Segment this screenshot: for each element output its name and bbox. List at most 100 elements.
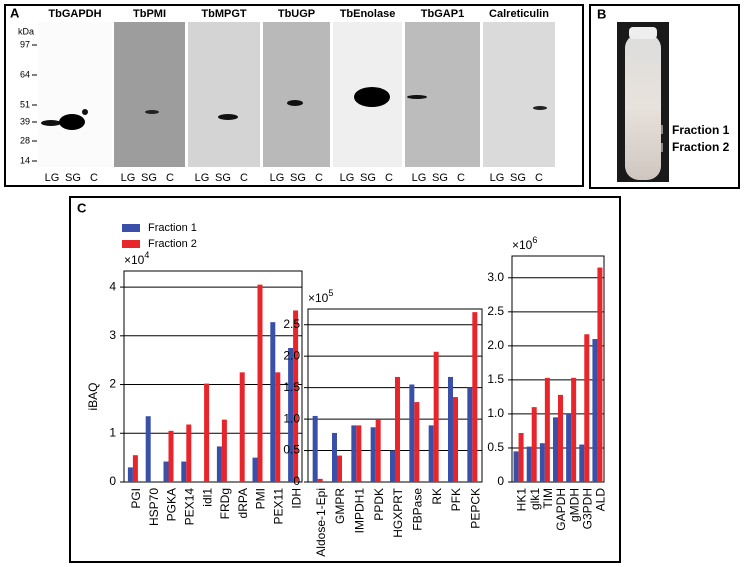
lane-label: LG (412, 172, 427, 184)
blot-title: TbGAPDH (48, 8, 101, 20)
multiplier-exponent: 6 (532, 235, 537, 245)
blot-title: TbUGP (278, 8, 315, 20)
multiplier-exponent: 4 (144, 250, 149, 260)
y-tick-label: 2 (109, 377, 116, 391)
bar (293, 310, 299, 482)
y-tick-label: 2.0 (283, 348, 300, 362)
x-tick-label: PGKA (165, 488, 179, 521)
blot-title: TbPMI (133, 8, 166, 20)
panel-b-frame (589, 4, 740, 189)
panel-label: A (10, 5, 20, 20)
blot-band (354, 87, 390, 107)
bar (337, 455, 342, 482)
y-tick-label: 0 (293, 474, 300, 488)
bar (252, 457, 258, 482)
y-tick-label: 0 (497, 474, 504, 488)
blot-band (533, 106, 547, 110)
y-tick-label: 1.0 (283, 411, 300, 425)
lane-label: LG (340, 172, 355, 184)
bar (132, 455, 138, 482)
multiplier-base: ×10 (512, 238, 533, 252)
panel-a-frame (4, 4, 584, 187)
x-tick-label: PEPCK (469, 488, 483, 529)
lane-label: SG (510, 172, 526, 184)
x-tick-label: PPDK (372, 488, 386, 521)
x-tick-label: gMDH (567, 488, 581, 522)
bar (544, 377, 550, 482)
y-tick-label: 0 (109, 474, 116, 488)
x-tick-label: dRPA (236, 488, 250, 518)
lane-label: C (457, 172, 465, 184)
bar (312, 415, 318, 482)
bar (467, 387, 473, 482)
x-tick-label: PGI (129, 488, 143, 509)
bar (275, 372, 281, 482)
bar (257, 284, 263, 482)
y-tick-label: 3 (109, 328, 116, 342)
lane-label: C (385, 172, 393, 184)
x-tick-label: FRDg (218, 488, 232, 519)
blot-band (287, 100, 303, 106)
lane-label: SG (290, 172, 306, 184)
blot-band (41, 120, 61, 126)
multiplier: ×106 (512, 235, 537, 252)
bar (513, 451, 519, 482)
bar (395, 376, 400, 482)
y-tick-label: 1.5 (283, 380, 300, 394)
blot-image (405, 22, 480, 167)
blot-band (82, 109, 88, 115)
y-tick-label: 4 (109, 279, 116, 293)
bar (370, 427, 376, 482)
blot-band (407, 95, 427, 99)
x-tick-label: GAPDH (554, 488, 568, 531)
blot-image (263, 22, 330, 167)
x-tick-label: FBPase (411, 488, 425, 531)
x-tick-label: TIM (541, 488, 555, 509)
lane-label: SG (141, 172, 157, 184)
fraction-label: Fraction 2 (672, 140, 730, 154)
bar (414, 402, 420, 482)
bar (433, 351, 439, 482)
lane-label: LG (270, 172, 285, 184)
bar (375, 419, 381, 482)
multiplier-base: ×10 (308, 291, 329, 305)
lane-label: LG (490, 172, 505, 184)
bar (288, 347, 294, 482)
bar (566, 413, 572, 482)
x-tick-label: idl1 (200, 488, 214, 507)
panel-label: C (77, 200, 87, 215)
y-tick-label: 2.5 (283, 317, 300, 331)
lane-label: C (240, 172, 248, 184)
marker-label: 51 (20, 99, 30, 109)
y-tick-label: 1.5 (487, 372, 504, 386)
lane-label: SG (215, 172, 231, 184)
bar (332, 432, 337, 482)
lane-label: SG (360, 172, 376, 184)
multiplier: ×104 (124, 250, 149, 267)
unit-label: kDa (18, 26, 34, 36)
lane-label: SG (65, 172, 81, 184)
plot-frame (123, 270, 303, 483)
y-tick-label: 0.5 (283, 443, 300, 457)
marker-label: 39 (20, 116, 30, 126)
lane-label: C (315, 172, 323, 184)
blot-title: Calreticulin (489, 8, 549, 20)
blot-image (114, 22, 185, 167)
bar (558, 394, 563, 482)
blot-title: TbEnolase (340, 8, 396, 20)
tube (625, 34, 661, 180)
blot-band (59, 114, 85, 130)
bar (221, 419, 227, 482)
blot-image (38, 22, 112, 167)
legend-label: Fraction 1 (148, 222, 197, 234)
blot-band (145, 110, 159, 114)
lane-label: LG (195, 172, 210, 184)
bar (592, 339, 598, 482)
bar (239, 372, 245, 482)
y-axis-label: iBAQ (86, 382, 100, 410)
y-tick-label: 1 (109, 425, 116, 439)
x-tick-label: PEX11 (271, 488, 285, 525)
bar (204, 383, 210, 482)
bar (584, 334, 590, 482)
